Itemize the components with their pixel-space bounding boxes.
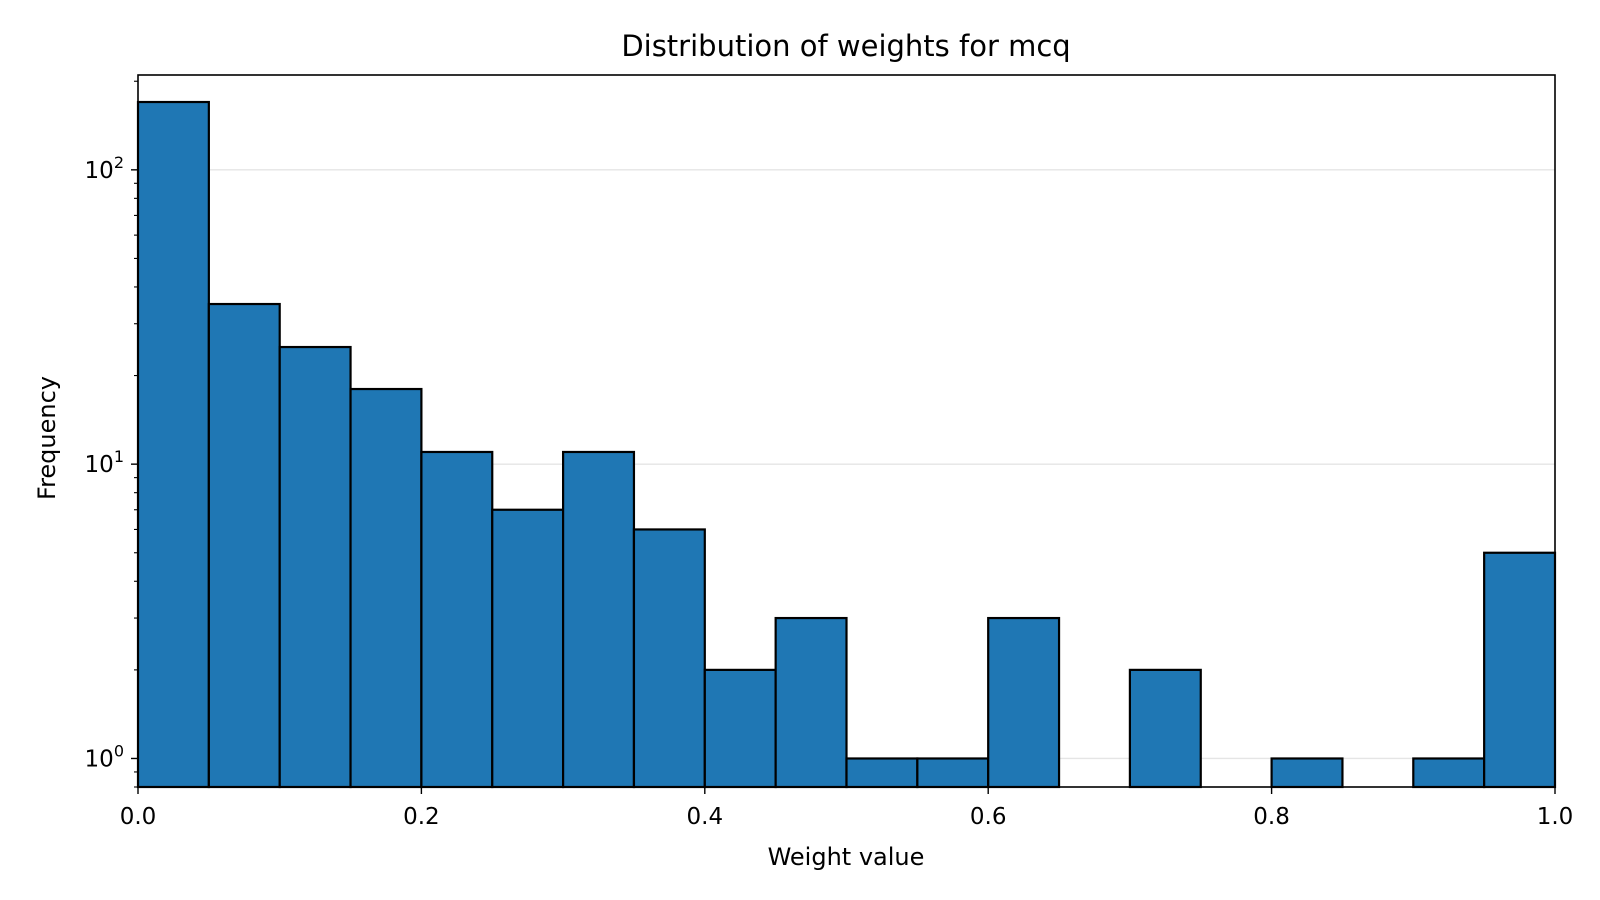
x-tick-label: 0.0 (120, 804, 157, 830)
y-axis-label: Frequency (33, 376, 61, 500)
histogram-bar (278, 345, 352, 789)
x-axis-label: Weight value (768, 843, 925, 871)
histogram-bar (632, 528, 706, 789)
histogram-bar (349, 387, 423, 789)
x-tick-label: 0.8 (1253, 804, 1290, 830)
histogram-bar (1483, 551, 1557, 789)
histogram-bar (420, 450, 494, 789)
axes-frame (137, 74, 1556, 788)
histogram-bar (1270, 757, 1344, 789)
histogram-bars (136, 100, 1557, 789)
y-tick-label: 101 (85, 447, 124, 478)
x-tick-label: 0.4 (687, 804, 724, 830)
histogram-bar (1412, 757, 1486, 789)
y-tick-label: 100 (85, 741, 124, 772)
histogram-bar (916, 757, 990, 789)
x-tick-label: 0.6 (970, 804, 1007, 830)
y-tick-label: 102 (85, 153, 124, 184)
histogram-bar (774, 616, 848, 789)
chart-title: Distribution of weights for mcq (621, 29, 1070, 63)
x-tick-label: 0.2 (403, 804, 440, 830)
histogram-bar (561, 450, 636, 789)
histogram-bar (1128, 668, 1202, 789)
histogram-bar (136, 100, 210, 789)
histogram-bar (987, 616, 1061, 789)
x-tick-label: 1.0 (1537, 804, 1574, 830)
histogram-bar (207, 302, 281, 789)
histogram-bar (845, 757, 919, 789)
histogram-bar (491, 508, 565, 789)
axis-ticks: 0.0 0.2 0.4 0.6 0.8 1.0 100 101 102 (85, 80, 1574, 830)
histogram-bar (703, 668, 777, 789)
